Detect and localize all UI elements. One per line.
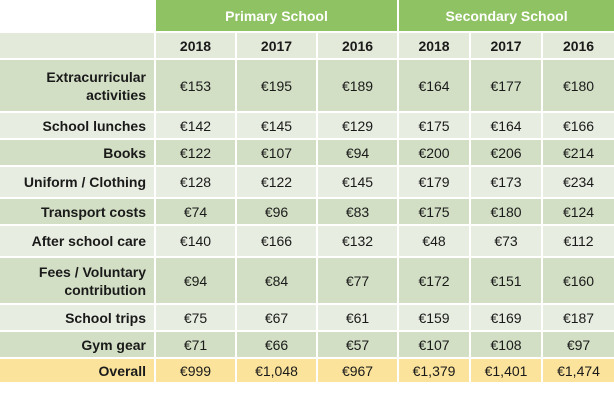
corner-cell <box>0 33 156 60</box>
table-cell: €177 <box>471 60 544 113</box>
table-cell: €166 <box>543 113 614 140</box>
corner-cell <box>0 0 156 33</box>
table-cell: €142 <box>156 113 237 140</box>
table-cell: €77 <box>318 258 400 305</box>
row-label: Uniform / Clothing <box>0 167 156 199</box>
table-row: After school care €140 €166 €132 €48 €73 €112 <box>0 226 614 258</box>
table-cell: €999 <box>156 359 237 384</box>
table-cell: €1,048 <box>237 359 318 384</box>
table-cell: €48 <box>399 226 472 258</box>
table-cell: €1,379 <box>399 359 472 384</box>
table-row: Fees / Voluntary contribution €94 €84 €77 €1… <box>0 258 614 305</box>
table-cell: €122 <box>156 140 237 167</box>
table-cell: €128 <box>156 167 237 199</box>
table-cell: €160 <box>543 258 614 305</box>
table-body: Extracurricular activities €153 €195 €189 €1… <box>0 60 614 384</box>
row-label: Fees / Voluntary contribution <box>0 258 156 305</box>
table-cell: €145 <box>318 167 400 199</box>
table-row: School trips €75 €67 €61 €159 €169 €187 <box>0 305 614 332</box>
table-cell: €159 <box>399 305 472 332</box>
table-cell: €166 <box>237 226 318 258</box>
table-cell: €206 <box>471 140 544 167</box>
table-cell: €66 <box>237 332 318 359</box>
table-cell: €74 <box>156 199 237 226</box>
year-header: 2016 <box>318 33 400 60</box>
table-cell: €1,474 <box>543 359 614 384</box>
year-header-row: 2018 2017 2016 2018 2017 2016 <box>0 33 614 60</box>
table-cell: €173 <box>471 167 544 199</box>
row-label: Transport costs <box>0 199 156 226</box>
year-header: 2018 <box>156 33 237 60</box>
table-cell: €124 <box>543 199 614 226</box>
group-header-secondary: Secondary School <box>399 0 614 33</box>
table-row: Books €122 €107 €94 €200 €206 €214 <box>0 140 614 167</box>
table-row: Extracurricular activities €153 €195 €189 €1… <box>0 60 614 113</box>
table-cell: €107 <box>399 332 472 359</box>
table-cell: €67 <box>237 305 318 332</box>
table-cell: €71 <box>156 332 237 359</box>
row-label: School lunches <box>0 113 156 140</box>
table-cell: €75 <box>156 305 237 332</box>
table-cell: €96 <box>237 199 318 226</box>
table-cell: €967 <box>318 359 400 384</box>
table-cell: €83 <box>318 199 400 226</box>
table-row: Gym gear €71 €66 €57 €107 €108 €97 <box>0 332 614 359</box>
table-cell: €195 <box>237 60 318 113</box>
year-header: 2017 <box>237 33 318 60</box>
table-cell: €180 <box>543 60 614 113</box>
table-cell: €94 <box>318 140 400 167</box>
table-cell: €189 <box>318 60 400 113</box>
school-costs-table: Primary School Secondary School 2018 201… <box>0 0 614 384</box>
group-header-row: Primary School Secondary School <box>0 0 614 33</box>
table-cell: €169 <box>471 305 544 332</box>
table-cell: €84 <box>237 258 318 305</box>
table-cell: €145 <box>237 113 318 140</box>
table-cell: €164 <box>399 60 472 113</box>
table-cell: €151 <box>471 258 544 305</box>
table-cell: €108 <box>471 332 544 359</box>
row-label: Extracurricular activities <box>0 60 156 113</box>
table-cell: €94 <box>156 258 237 305</box>
table-cell: €172 <box>399 258 472 305</box>
table-row: School lunches €142 €145 €129 €175 €164 €166 <box>0 113 614 140</box>
table-cell: €153 <box>156 60 237 113</box>
row-label: School trips <box>0 305 156 332</box>
table-row: Uniform / Clothing €128 €122 €145 €179 €173 €2… <box>0 167 614 199</box>
table-cell: €97 <box>543 332 614 359</box>
row-label: After school care <box>0 226 156 258</box>
year-header: 2016 <box>543 33 614 60</box>
row-label: Books <box>0 140 156 167</box>
table-cell: €129 <box>318 113 400 140</box>
year-header: 2018 <box>399 33 472 60</box>
table-cell: €234 <box>543 167 614 199</box>
table-cell: €122 <box>237 167 318 199</box>
table-cell: €180 <box>471 199 544 226</box>
table-cell: €112 <box>543 226 614 258</box>
year-header: 2017 <box>471 33 544 60</box>
table-cell: €175 <box>399 113 472 140</box>
table-cell: €164 <box>471 113 544 140</box>
overall-row: Overall €999 €1,048 €967 €1,379 €1,401 €1,474 <box>0 359 614 384</box>
group-header-primary: Primary School <box>156 0 400 33</box>
table-cell: €107 <box>237 140 318 167</box>
table-row: Transport costs €74 €96 €83 €175 €180 €124 <box>0 199 614 226</box>
row-label: Gym gear <box>0 332 156 359</box>
table-cell: €214 <box>543 140 614 167</box>
table-cell: €1,401 <box>471 359 544 384</box>
row-label: Overall <box>0 359 156 384</box>
table-cell: €132 <box>318 226 400 258</box>
table-cell: €187 <box>543 305 614 332</box>
table-cell: €57 <box>318 332 400 359</box>
table-cell: €73 <box>471 226 544 258</box>
table-cell: €179 <box>399 167 472 199</box>
table-cell: €200 <box>399 140 472 167</box>
table-cell: €175 <box>399 199 472 226</box>
table-cell: €140 <box>156 226 237 258</box>
table-cell: €61 <box>318 305 400 332</box>
